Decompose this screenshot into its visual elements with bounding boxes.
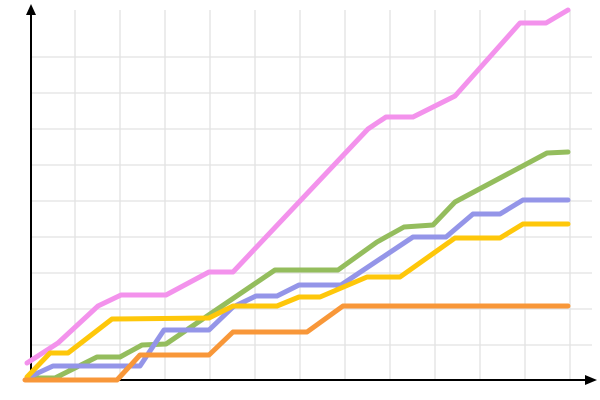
blue-series-line	[24, 197, 571, 381]
y-axis-arrow-icon	[26, 4, 36, 15]
green-series-line	[24, 149, 571, 381]
orange-series-line	[22, 303, 571, 383]
axes	[26, 4, 597, 385]
yellow-series-line	[24, 221, 571, 380]
pink-series-line	[24, 7, 571, 366]
x-axis-arrow-icon	[585, 375, 597, 385]
grid-lines	[31, 10, 592, 380]
